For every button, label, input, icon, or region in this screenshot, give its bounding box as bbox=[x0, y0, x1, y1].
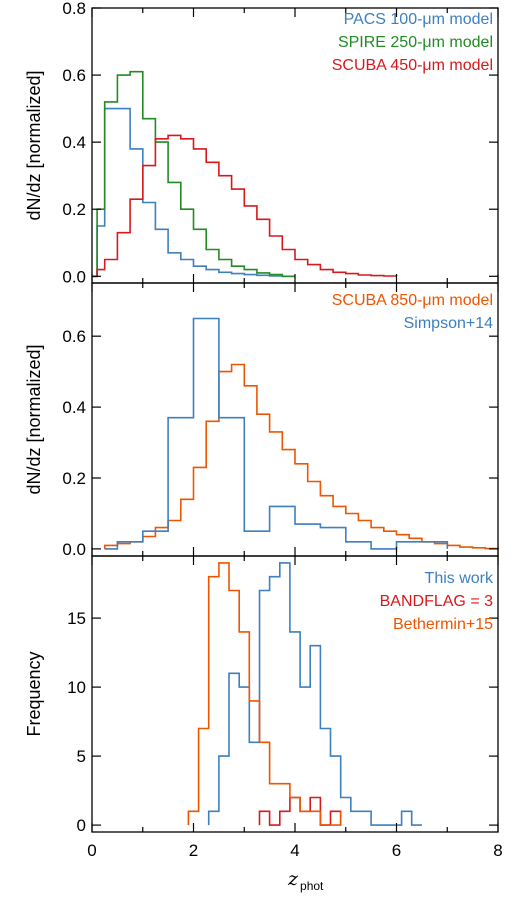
y-tick-label: 5 bbox=[77, 747, 86, 766]
histogram-series-2 bbox=[104, 317, 449, 550]
y-tick-label: 10 bbox=[67, 678, 86, 697]
y-tick-label: 0.0 bbox=[62, 540, 86, 559]
x-axis-title: z phot bbox=[287, 868, 324, 893]
histogram-series-2 bbox=[92, 70, 295, 278]
y-tick-label: 0.0 bbox=[62, 267, 86, 286]
histogram-series-1 bbox=[207, 562, 422, 826]
y-axis-title: dN/dz [normalized] bbox=[24, 70, 44, 220]
y-tick-label: 0.6 bbox=[62, 66, 86, 85]
histogram-series-3 bbox=[187, 562, 342, 826]
y-tick-label: 0.6 bbox=[62, 327, 86, 346]
x-tick-label: 2 bbox=[189, 841, 198, 860]
y-axis-title: Frequency bbox=[24, 651, 44, 736]
x-tick-label: 6 bbox=[392, 841, 401, 860]
y-tick-label: 15 bbox=[67, 609, 86, 628]
panel-1: 0.0 0.2 0.4 0.6 0.8 dN/dz [normalized] PACS 10… bbox=[24, 0, 499, 286]
legend-entry: Simpson+14 bbox=[404, 315, 493, 332]
x-tick-label: 8 bbox=[493, 841, 502, 860]
y-tick-label: 0.2 bbox=[62, 200, 86, 219]
panel-2: 0.0 0.2 0.4 0.6 dN/dz [normalized] SCUBA 850-… bbox=[24, 282, 499, 559]
legend-entry: SPIRE 250-μm model bbox=[338, 34, 493, 51]
x-tick-label: 4 bbox=[290, 841, 299, 860]
legend-entry: Bethermin+15 bbox=[393, 616, 493, 633]
legend-entry: SCUBA 850-μm model bbox=[332, 292, 493, 309]
legend-entry: SCUBA 450-μm model bbox=[332, 57, 493, 74]
y-tick-label: 0.2 bbox=[62, 469, 86, 488]
legend-entry: PACS 100-μm model bbox=[344, 11, 493, 28]
legend-entry: BANDFLAG = 3 bbox=[380, 593, 493, 610]
y-axis-title: dN/dz [normalized] bbox=[24, 344, 44, 494]
y-tick-label: 0 bbox=[77, 816, 86, 835]
legend-entry: This work bbox=[425, 570, 494, 587]
y-tick-label: 0.8 bbox=[62, 0, 86, 18]
x-tick-label: 0 bbox=[87, 841, 96, 860]
y-tick-label: 0.4 bbox=[62, 133, 86, 152]
y-tick-label: 0.4 bbox=[62, 398, 86, 417]
histogram-series-1 bbox=[92, 107, 295, 278]
histogram-series-3 bbox=[92, 134, 398, 278]
histogram-series-1 bbox=[103, 363, 499, 550]
panel-3: 0 5 10 15 Frequency This work BANDFLAG = 3 Beth… bbox=[24, 555, 499, 835]
